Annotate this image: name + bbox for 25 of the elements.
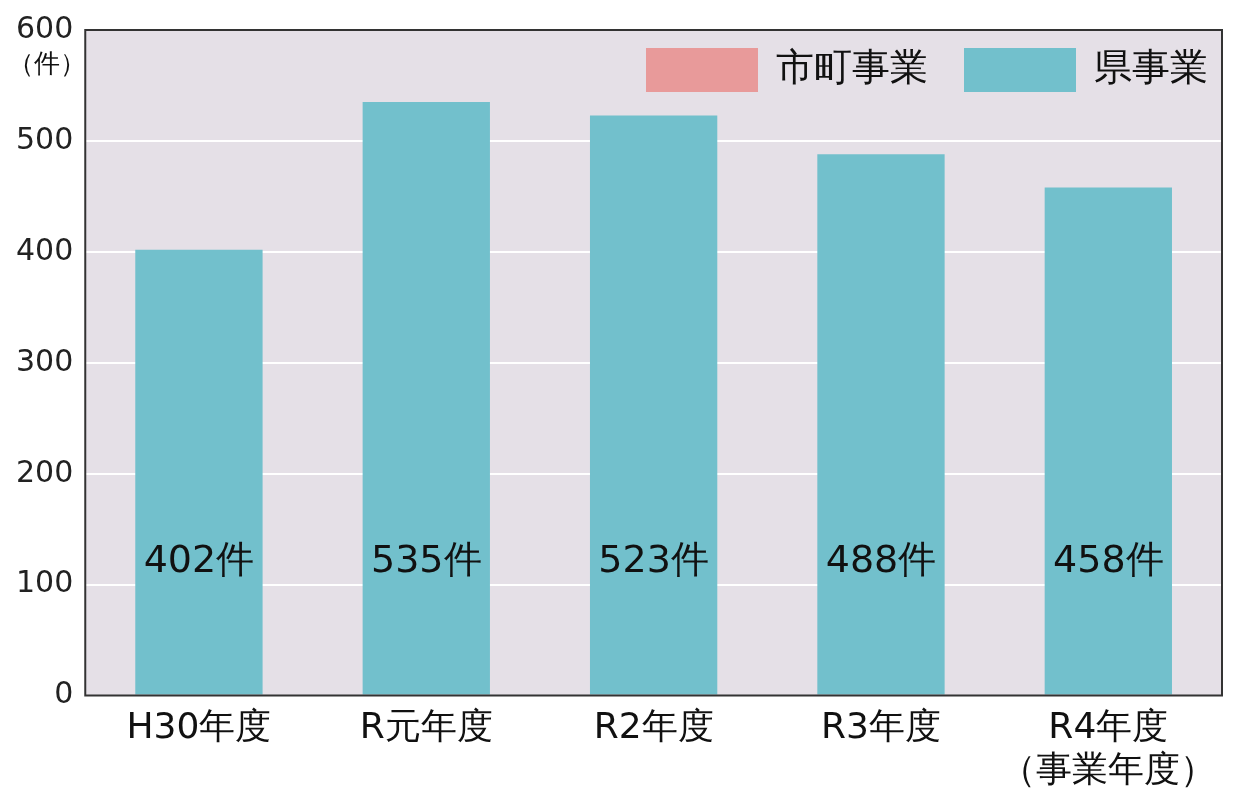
bar: [589, 115, 718, 695]
y-tick-label: 600: [16, 9, 74, 45]
y-tick-label: 100: [16, 564, 74, 600]
y-tick-label: 400: [16, 231, 74, 267]
data-label: 488件: [825, 537, 937, 582]
y-tick-label: 300: [16, 342, 74, 378]
data-label: 523件: [598, 537, 709, 582]
x-tick-label: R元年度: [359, 704, 493, 746]
y-tick-label: 0: [54, 675, 74, 711]
y-tick-label: 500: [16, 120, 74, 156]
bar: [135, 249, 263, 695]
x-tick-label: R2年度: [593, 704, 714, 746]
data-label: 535件: [371, 537, 482, 582]
bar: [362, 102, 490, 695]
legend-label: 県事業: [1094, 44, 1208, 89]
legend-label: 市町事業: [776, 44, 928, 89]
x-tick-label: H30年度: [126, 704, 272, 746]
data-label: 402件: [143, 537, 255, 582]
y-tick-label: 200: [16, 453, 74, 489]
bar: [1044, 187, 1172, 695]
x-tick-label: R3年度: [821, 704, 941, 746]
x-tick-label: R4年度（事業年度）: [1000, 704, 1217, 789]
data-label: 458件: [1053, 537, 1164, 582]
y-axis-title: （件）: [8, 47, 87, 78]
bar: [817, 154, 945, 695]
